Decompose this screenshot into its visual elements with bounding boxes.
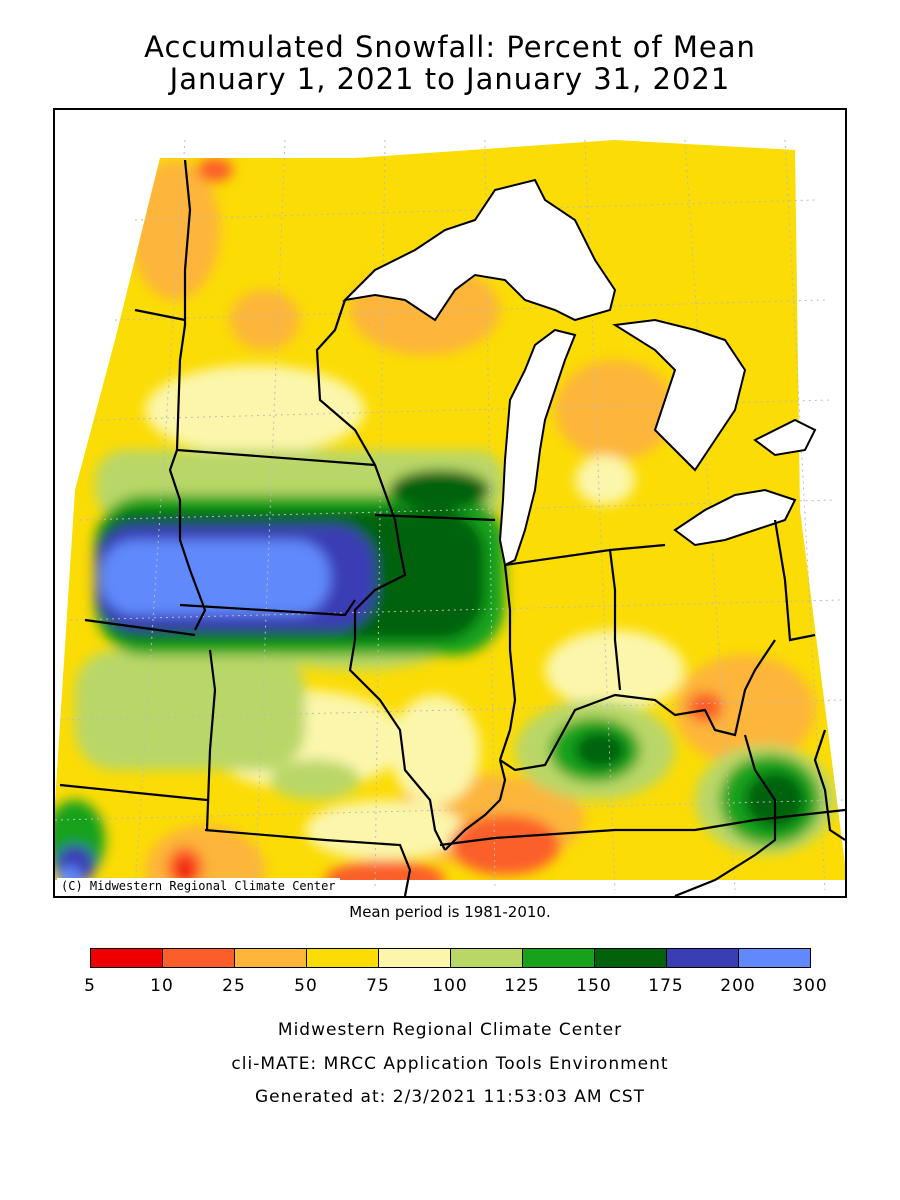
legend-swatch-50-75 xyxy=(306,948,379,968)
border-ia-il xyxy=(348,549,446,851)
band-25-50-mi xyxy=(555,360,675,460)
border-ia-mo xyxy=(179,599,356,617)
lake-michigan xyxy=(498,328,577,567)
border-ks-ne xyxy=(84,618,196,637)
legend-tick-label: 100 xyxy=(432,976,468,996)
border-ia-mn xyxy=(176,448,376,467)
map-title: Accumulated Snowfall: Percent of Mean xyxy=(144,30,756,64)
band-10-25-ar-n xyxy=(325,860,445,880)
band-5-10-ok xyxy=(177,858,193,880)
color-legend xyxy=(90,948,811,970)
border-ky-in xyxy=(499,639,776,772)
band-10-25-se-mo xyxy=(450,815,560,875)
map-canvas xyxy=(55,139,845,896)
band-25-50-oh xyxy=(675,655,815,765)
border-wv-va xyxy=(674,734,777,896)
band-100-125-ks-ne xyxy=(75,650,305,770)
border-il-in xyxy=(498,564,517,761)
footer-organization: Midwestern Regional Climate Center xyxy=(277,1020,623,1040)
band-200-300-ia xyxy=(100,540,330,615)
legend-tick-label: 150 xyxy=(576,976,612,996)
band-100-125-mo-c xyxy=(270,760,360,800)
border-mn-nd xyxy=(175,159,192,451)
band-10-25-nw-mn xyxy=(197,158,233,182)
great-lakes xyxy=(342,178,817,567)
border-in-oh xyxy=(608,549,622,691)
band-150-175-ky xyxy=(575,732,625,768)
legend-tick-label: 50 xyxy=(294,976,318,996)
legend-tick-label: 125 xyxy=(504,976,540,996)
band-75-100-se-mo xyxy=(305,800,465,860)
lake-erie xyxy=(673,488,797,547)
copyright-label: (C) Midwestern Regional Climate Center xyxy=(57,878,340,894)
legend-swatch-125-150 xyxy=(522,948,595,968)
border-wi-il xyxy=(374,513,496,522)
legend-tick-label: 300 xyxy=(792,976,828,996)
legend-swatch-200-300 xyxy=(738,948,811,968)
border-oh-pa xyxy=(773,519,816,642)
legend-swatch-150-175 xyxy=(594,948,667,968)
band-10-25-oh xyxy=(687,692,723,722)
legend-tick-label: 10 xyxy=(150,976,174,996)
legend-swatch-25-50 xyxy=(234,948,307,968)
legend-tick-label: 200 xyxy=(720,976,756,996)
border-sd-nd xyxy=(134,308,186,322)
border-mo-ar xyxy=(204,828,412,896)
legend-tick-label: 75 xyxy=(366,976,390,996)
border-ks-mo xyxy=(205,649,217,831)
border-il-ky xyxy=(444,759,507,851)
snowfall-map: (C) Midwestern Regional Climate Center xyxy=(53,108,847,898)
map-subtitle: January 1, 2021 to January 31, 2021 xyxy=(169,62,731,96)
border-ky-tn xyxy=(439,808,845,847)
border-mi-in-oh xyxy=(504,543,666,567)
lake-superior xyxy=(342,178,617,322)
legend-swatch-75-100 xyxy=(378,948,451,968)
band-150-175-wi-s xyxy=(390,470,490,510)
lake-ontario xyxy=(753,418,817,457)
band-75-100-in xyxy=(545,630,685,710)
band-25-50-nw-mn xyxy=(130,160,220,300)
border-co-ks xyxy=(59,783,208,802)
legend-swatch-5-10 xyxy=(90,948,163,968)
legend-tick-label: 25 xyxy=(222,976,246,996)
legend-swatch-175-200 xyxy=(666,948,739,968)
legend-tick-label: 5 xyxy=(84,976,96,996)
legend-swatch-100-125 xyxy=(450,948,523,968)
border-ia-ne xyxy=(168,449,207,631)
state-borders xyxy=(59,159,845,896)
footer-generated: Generated at: 2/3/2021 11:53:03 AM CST xyxy=(254,1087,646,1107)
footer-tool: cli-MATE: MRCC Application Tools Environ… xyxy=(231,1054,669,1074)
lake-huron xyxy=(612,318,747,472)
band-25-50-mo xyxy=(145,825,265,880)
legend-tick-label: 175 xyxy=(648,976,684,996)
band-25-50-central-mn xyxy=(230,290,300,350)
mean-period-note: Mean period is 1981-2010. xyxy=(349,903,551,921)
border-wv-oh xyxy=(813,729,845,841)
band-75-100-mi xyxy=(575,455,635,505)
legend-swatch-10-25 xyxy=(162,948,235,968)
border-mn-wi xyxy=(315,299,402,551)
band-75-100-s-mn xyxy=(145,365,365,455)
